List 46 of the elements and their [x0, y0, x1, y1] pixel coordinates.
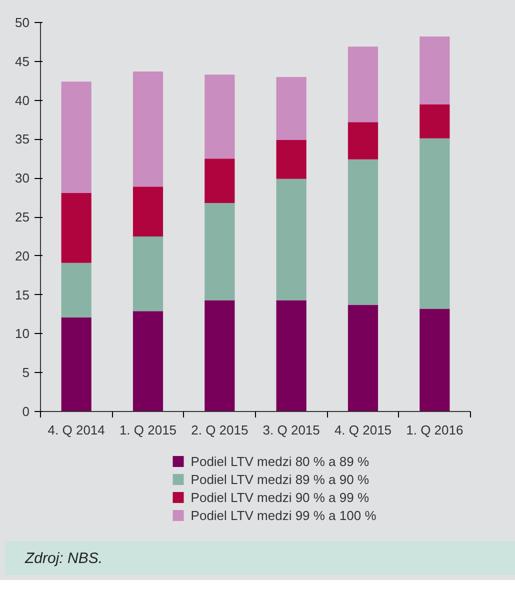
bar — [61, 192, 92, 263]
y-tick-label: 35 — [15, 132, 30, 147]
bar — [420, 138, 450, 309]
bar — [132, 72, 164, 187]
bar — [204, 158, 235, 203]
y-tick-label: 45 — [15, 54, 30, 69]
bar — [61, 262, 92, 318]
bar — [348, 304, 378, 412]
bar — [420, 36, 450, 104]
bar — [276, 300, 306, 412]
legend-label: Podiel LTV medzi 99 % a 100 % — [190, 508, 377, 523]
bar — [276, 140, 306, 179]
y-tick-label: 30 — [15, 170, 30, 186]
y-tick-label: 20 — [15, 248, 30, 264]
bar — [132, 311, 164, 412]
bar — [348, 122, 378, 160]
bar — [420, 104, 450, 138]
bar — [132, 236, 164, 312]
bar — [276, 76, 306, 140]
x-tick-label: 2. Q 2015 — [191, 422, 248, 438]
bar — [204, 202, 235, 300]
x-tick-label: 3. Q 2015 — [262, 422, 320, 438]
bar — [276, 178, 306, 300]
y-tick-label: 5 — [22, 365, 30, 380]
bar — [204, 74, 235, 159]
y-tick-label: 40 — [15, 92, 30, 108]
y-tick-label: 0 — [22, 404, 30, 419]
y-tick-label: 25 — [15, 210, 30, 224]
bar — [420, 308, 450, 412]
bar — [348, 46, 378, 122]
legend-label: Podiel LTV medzi 90 % a 99 % — [190, 490, 370, 505]
y-tick-label: 15 — [15, 287, 30, 302]
bar — [61, 82, 92, 193]
x-tick-label: 1. Q 2016 — [406, 422, 464, 438]
bar — [61, 317, 92, 412]
legend-label: Podiel LTV medzi 89 % a 90 % — [190, 472, 370, 487]
text: Zdroj: NBS. — [25, 549, 103, 569]
bar — [348, 159, 378, 305]
bar — [132, 186, 164, 236]
x-tick-label: 4. Q 2015 — [334, 422, 392, 438]
y-tick-label: 10 — [15, 326, 30, 342]
x-tick-label: 1. Q 2015 — [119, 422, 177, 438]
y-tick-label: 50 — [15, 15, 30, 30]
legend-label: Podiel LTV medzi 80 % a 89 % — [190, 454, 370, 469]
bar — [204, 300, 235, 412]
x-tick-label: 4. Q 2014 — [48, 422, 105, 438]
